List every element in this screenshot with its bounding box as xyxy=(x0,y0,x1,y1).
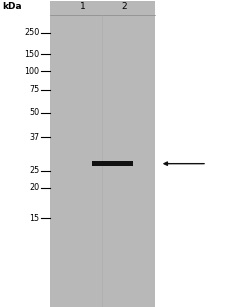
Text: 37: 37 xyxy=(29,133,39,142)
Text: 150: 150 xyxy=(24,50,39,59)
Text: 20: 20 xyxy=(29,183,39,192)
Bar xyxy=(50,1,155,307)
Bar xyxy=(92,161,133,166)
Text: 15: 15 xyxy=(29,214,39,223)
Text: 2: 2 xyxy=(121,2,127,11)
Text: 100: 100 xyxy=(24,67,39,76)
Text: 75: 75 xyxy=(29,85,39,94)
Text: 25: 25 xyxy=(29,166,39,175)
Text: 1: 1 xyxy=(80,2,86,11)
Text: kDa: kDa xyxy=(2,2,22,11)
Text: 50: 50 xyxy=(29,108,39,117)
Text: 250: 250 xyxy=(24,28,39,37)
